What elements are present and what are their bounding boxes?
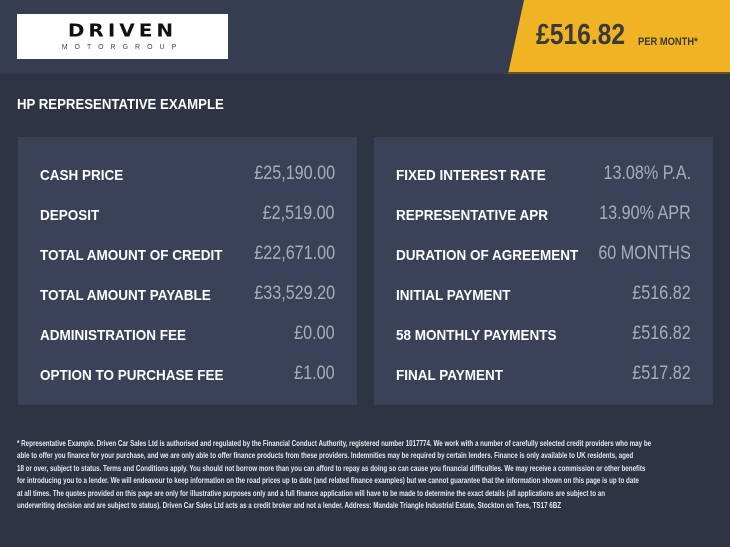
driven-motorgroup-logo[interactable]: DRIVEN MOTORGROUP <box>17 14 228 59</box>
finance-row: FINAL PAYMENT £517.82 <box>374 357 713 397</box>
row-value: 60 MONTHS <box>598 243 691 264</box>
monthly-price-badge: £516.82 PER MONTH* <box>508 0 730 74</box>
finance-row: 58 MONTHLY PAYMENTS £516.82 <box>374 317 713 357</box>
row-label: DEPOSIT <box>40 207 100 224</box>
row-value: £33,529.20 <box>254 283 335 304</box>
monthly-price: £516.82 <box>536 19 626 51</box>
row-label: FINAL PAYMENT <box>396 367 504 384</box>
disclaimer-line: at all times. The quotes provided on thi… <box>17 488 606 498</box>
row-value: 13.08% P.A. <box>603 163 691 184</box>
disclaimer-line: underwriting decision and are subject to… <box>17 501 562 511</box>
finance-panel-right: FIXED INTEREST RATE 13.08% P.A. REPRESENTA… <box>374 137 713 405</box>
row-label: ADMINISTRATION FEE <box>40 327 186 344</box>
disclaimer-line: able to offer you finance for your purch… <box>17 451 634 461</box>
disclaimer: * Representative Example. Driven Car Sal… <box>17 438 730 512</box>
finance-row: ADMINISTRATION FEE £0.00 <box>18 317 357 357</box>
finance-row: INITIAL PAYMENT £516.82 <box>374 277 713 317</box>
row-value: £22,671.00 <box>254 243 335 264</box>
disclaimer-line: for introducing you to a lender. We will… <box>17 476 639 486</box>
row-value: £516.82 <box>632 283 691 304</box>
disclaimer-line: * Representative Example. Driven Car Sal… <box>17 439 652 448</box>
row-value: £0.00 <box>294 323 335 344</box>
row-value: £2,519.00 <box>263 203 335 224</box>
finance-panel-left: CASH PRICE £25,190.00 DEPOSIT £2,519.00 TOTA… <box>18 137 357 405</box>
row-value: £1.00 <box>294 363 335 384</box>
header: DRIVEN MOTORGROUP £516.82 PER MONTH* <box>0 0 730 74</box>
row-label: TOTAL AMOUNT PAYABLE <box>40 287 211 304</box>
row-label: DURATION OF AGREEMENT <box>396 247 579 264</box>
row-label: TOTAL AMOUNT OF CREDIT <box>40 247 223 264</box>
finance-row: REPRESENTATIVE APR 13.90% APR <box>374 197 713 237</box>
row-label: FIXED INTEREST RATE <box>396 167 546 184</box>
disclaimer-line: 18 or over, subject to status. Terms and… <box>17 463 646 473</box>
finance-row: OPTION TO PURCHASE FEE £1.00 <box>18 357 357 397</box>
row-value: £516.82 <box>632 323 691 344</box>
finance-row: DEPOSIT £2,519.00 <box>18 197 357 237</box>
row-label: REPRESENTATIVE APR <box>396 207 549 224</box>
row-value: £517.82 <box>632 363 691 384</box>
page-title: HP REPRESENTATIVE EXAMPLE <box>17 96 224 113</box>
logo-sub: MOTORGROUP <box>61 44 184 51</box>
finance-row: CASH PRICE £25,190.00 <box>18 157 357 197</box>
per-month-label: PER MONTH* <box>638 36 698 48</box>
finance-row: FIXED INTEREST RATE 13.08% P.A. <box>374 157 713 197</box>
logo-main: DRIVEN <box>67 19 178 41</box>
row-label: OPTION TO PURCHASE FEE <box>40 367 224 384</box>
row-label: INITIAL PAYMENT <box>396 287 511 304</box>
row-value: 13.90% APR <box>599 203 691 224</box>
finance-row: TOTAL AMOUNT OF CREDIT £22,671.00 <box>18 237 357 277</box>
row-value: £25,190.00 <box>254 163 335 184</box>
finance-row: DURATION OF AGREEMENT 60 MONTHS <box>374 237 713 277</box>
row-label: 58 MONTHLY PAYMENTS <box>396 327 557 344</box>
row-label: CASH PRICE <box>40 167 124 184</box>
finance-row: TOTAL AMOUNT PAYABLE £33,529.20 <box>18 277 357 317</box>
